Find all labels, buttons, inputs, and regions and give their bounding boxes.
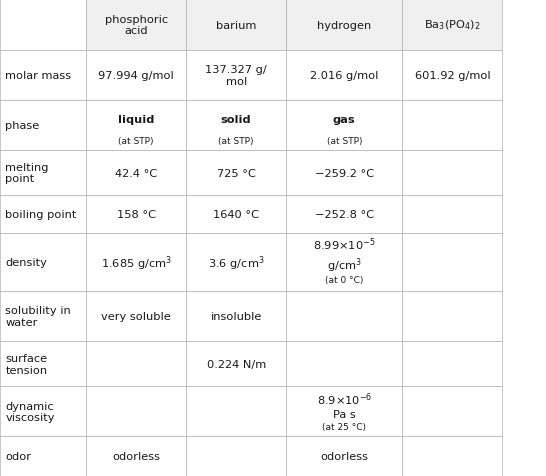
Text: dynamic
viscosity: dynamic viscosity bbox=[5, 401, 55, 422]
Text: (at 25 °C): (at 25 °C) bbox=[322, 422, 366, 431]
Text: liquid: liquid bbox=[118, 114, 155, 124]
Bar bbox=[0, 436, 86, 476]
Bar bbox=[402, 151, 502, 196]
Bar bbox=[86, 387, 186, 436]
Bar bbox=[286, 0, 402, 51]
Bar bbox=[0, 0, 86, 51]
Bar bbox=[186, 342, 286, 387]
Bar bbox=[0, 234, 86, 292]
Text: 97.994 g/mol: 97.994 g/mol bbox=[98, 71, 174, 81]
Text: 8.9×10$^{-6}$
Pa s: 8.9×10$^{-6}$ Pa s bbox=[317, 391, 372, 419]
Text: density: density bbox=[5, 258, 48, 268]
Text: 2.016 g/mol: 2.016 g/mol bbox=[310, 71, 378, 81]
Text: melting
point: melting point bbox=[5, 162, 49, 184]
Bar bbox=[86, 196, 186, 234]
Text: phase: phase bbox=[5, 121, 40, 131]
Bar bbox=[86, 151, 186, 196]
Text: very soluble: very soluble bbox=[102, 312, 171, 322]
Bar bbox=[286, 436, 402, 476]
Bar bbox=[186, 292, 286, 342]
Bar bbox=[86, 342, 186, 387]
Bar bbox=[86, 101, 186, 151]
Bar bbox=[402, 51, 502, 101]
Bar bbox=[86, 0, 186, 51]
Bar bbox=[0, 196, 86, 234]
Bar bbox=[86, 436, 186, 476]
Bar bbox=[0, 151, 86, 196]
Bar bbox=[402, 196, 502, 234]
Bar bbox=[402, 292, 502, 342]
Bar bbox=[286, 101, 402, 151]
Text: solubility in
water: solubility in water bbox=[5, 306, 71, 327]
Bar bbox=[286, 51, 402, 101]
Text: −252.8 °C: −252.8 °C bbox=[314, 210, 374, 220]
Bar bbox=[186, 0, 286, 51]
Bar bbox=[0, 342, 86, 387]
Text: 1.685 g/cm$^3$: 1.685 g/cm$^3$ bbox=[100, 253, 172, 272]
Bar bbox=[402, 0, 502, 51]
Bar bbox=[186, 196, 286, 234]
Text: odor: odor bbox=[5, 451, 32, 461]
Text: 3.6 g/cm$^3$: 3.6 g/cm$^3$ bbox=[208, 253, 264, 272]
Bar bbox=[0, 292, 86, 342]
Text: gas: gas bbox=[333, 114, 355, 124]
Text: 1640 °C: 1640 °C bbox=[213, 210, 259, 220]
Bar bbox=[186, 101, 286, 151]
Bar bbox=[286, 292, 402, 342]
Text: −259.2 °C: −259.2 °C bbox=[314, 168, 374, 178]
Bar bbox=[286, 234, 402, 292]
Bar bbox=[402, 436, 502, 476]
Bar bbox=[286, 387, 402, 436]
Bar bbox=[0, 51, 86, 101]
Text: barium: barium bbox=[216, 20, 256, 30]
Text: (at 0 °C): (at 0 °C) bbox=[325, 276, 364, 285]
Text: solid: solid bbox=[221, 114, 252, 124]
Text: 601.92 g/mol: 601.92 g/mol bbox=[414, 71, 490, 81]
Bar bbox=[402, 234, 502, 292]
Text: (at STP): (at STP) bbox=[218, 136, 254, 145]
Bar bbox=[286, 151, 402, 196]
Text: odorless: odorless bbox=[112, 451, 160, 461]
Bar bbox=[186, 436, 286, 476]
Bar bbox=[86, 51, 186, 101]
Bar bbox=[86, 292, 186, 342]
Bar bbox=[402, 387, 502, 436]
Bar bbox=[286, 196, 402, 234]
Text: molar mass: molar mass bbox=[5, 71, 72, 81]
Text: insoluble: insoluble bbox=[210, 312, 262, 322]
Bar bbox=[186, 387, 286, 436]
Bar bbox=[402, 101, 502, 151]
Bar bbox=[286, 342, 402, 387]
Text: 158 °C: 158 °C bbox=[117, 210, 156, 220]
Text: 137.327 g/
mol: 137.327 g/ mol bbox=[205, 65, 267, 87]
Text: boiling point: boiling point bbox=[5, 210, 77, 220]
Text: 8.99×10$^{-5}$
g/cm$^3$: 8.99×10$^{-5}$ g/cm$^3$ bbox=[313, 236, 376, 274]
Bar bbox=[0, 101, 86, 151]
Text: (at STP): (at STP) bbox=[118, 136, 154, 145]
Text: phosphoric
acid: phosphoric acid bbox=[105, 15, 168, 36]
Bar bbox=[186, 51, 286, 101]
Text: surface
tension: surface tension bbox=[5, 353, 48, 375]
Text: hydrogen: hydrogen bbox=[317, 20, 371, 30]
Bar bbox=[186, 234, 286, 292]
Text: Ba$_3$(PO$_4$)$_2$: Ba$_3$(PO$_4$)$_2$ bbox=[424, 19, 481, 32]
Text: 0.224 N/m: 0.224 N/m bbox=[206, 359, 266, 369]
Bar bbox=[186, 151, 286, 196]
Bar bbox=[402, 342, 502, 387]
Bar bbox=[86, 234, 186, 292]
Text: 725 °C: 725 °C bbox=[217, 168, 256, 178]
Text: odorless: odorless bbox=[321, 451, 368, 461]
Text: (at STP): (at STP) bbox=[327, 136, 362, 145]
Bar bbox=[0, 387, 86, 436]
Text: 42.4 °C: 42.4 °C bbox=[115, 168, 157, 178]
